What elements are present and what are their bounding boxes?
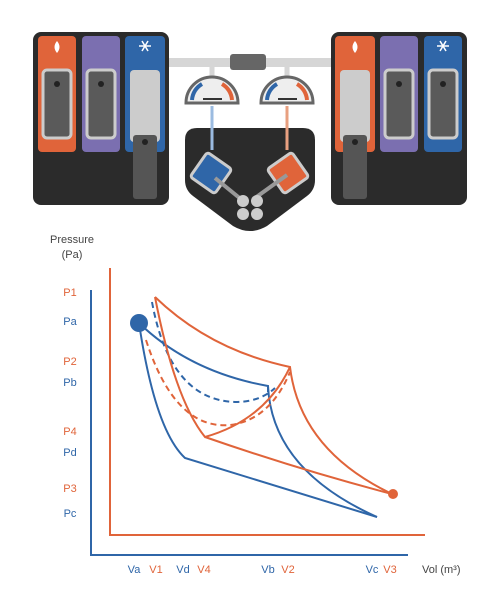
y-axis-title: Pressure — [50, 234, 94, 246]
axis-label: Pa — [63, 316, 77, 328]
axis-label: P3 — [63, 483, 76, 495]
pressure-labels: P1 Pa P2 Pb P4 Pd P3 Pc — [63, 287, 77, 520]
axis-label: P4 — [63, 426, 76, 438]
volume-labels: Va V1 Vd V4 Vb V2 Vc V3 — [128, 564, 397, 576]
axis-label: Vb — [261, 564, 274, 576]
pv-diagram: Pressure (Pa) Vol (m³) P1PaP2PbP4PdP3Pc … — [50, 234, 461, 576]
axis-label: Pb — [63, 377, 76, 389]
axis-label: V4 — [197, 564, 210, 576]
x-axis-title: Vol (m³) — [422, 564, 461, 576]
axis-label: V1 — [149, 564, 162, 576]
axis-label: Va — [128, 564, 142, 576]
axis-label: P2 — [63, 356, 76, 368]
y-axis-unit: (Pa) — [62, 249, 83, 261]
engine-illustration — [33, 32, 467, 231]
axis-label: Pc — [64, 508, 77, 520]
axis-label: V2 — [281, 564, 294, 576]
axis-label: Vc — [366, 564, 379, 576]
axis-label: V3 — [383, 564, 396, 576]
axis-label: P1 — [63, 287, 76, 299]
axis-label: Pd — [63, 447, 76, 459]
axis-label: Vd — [176, 564, 189, 576]
